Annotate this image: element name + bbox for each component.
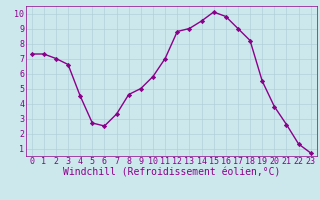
X-axis label: Windchill (Refroidissement éolien,°C): Windchill (Refroidissement éolien,°C) [62,168,280,178]
